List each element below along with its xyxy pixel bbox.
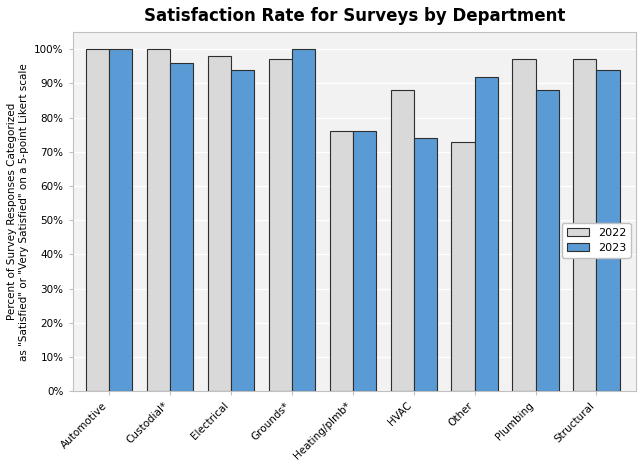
Bar [512, 59, 536, 391]
Bar [231, 70, 254, 391]
Bar [147, 49, 170, 391]
Bar [536, 90, 559, 391]
Y-axis label: Percent of Survey Responses Categorized
as "Satisfied" or "Very Satisfied" on a : Percent of Survey Responses Categorized … [7, 63, 28, 360]
Bar [475, 77, 498, 391]
Bar [330, 132, 353, 391]
Bar [451, 141, 475, 391]
Bar [208, 56, 231, 391]
Legend: 2022, 2023: 2022, 2023 [562, 223, 631, 258]
Bar [170, 63, 194, 391]
Bar [86, 49, 109, 391]
Bar [353, 132, 376, 391]
Bar [269, 59, 292, 391]
Bar [413, 138, 437, 391]
Bar [597, 70, 620, 391]
Bar [292, 49, 315, 391]
Bar [109, 49, 132, 391]
Bar [574, 59, 597, 391]
Title: Satisfaction Rate for Surveys by Department: Satisfaction Rate for Surveys by Departm… [143, 7, 565, 25]
Bar [390, 90, 413, 391]
